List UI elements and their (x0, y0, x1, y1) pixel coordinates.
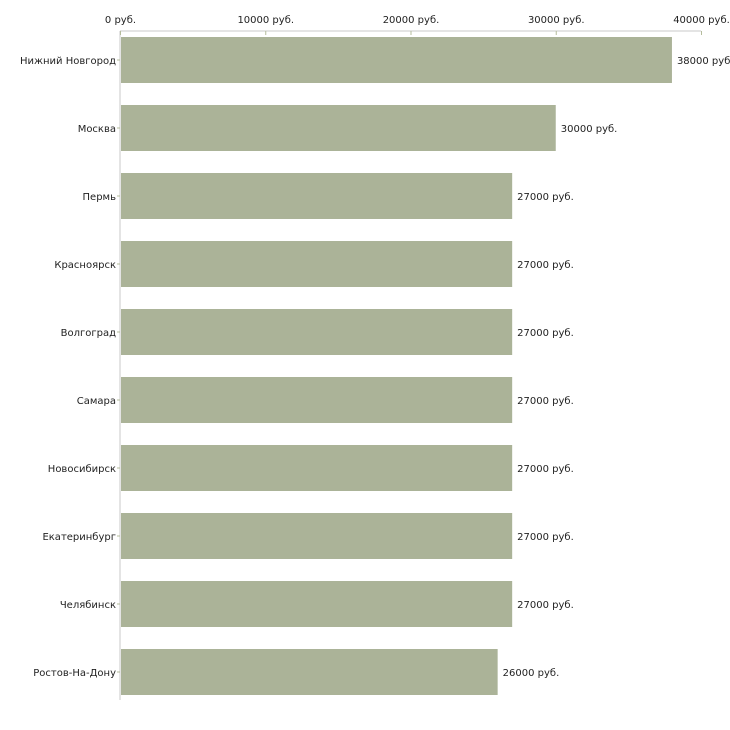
x-tick-label: 20000 руб. (383, 15, 440, 26)
category-label: Пермь (83, 192, 117, 203)
bar (121, 173, 513, 219)
bar (121, 513, 513, 559)
bar (121, 377, 513, 423)
category-label: Новосибирск (48, 464, 116, 475)
category-label: Екатеринбург (42, 532, 116, 543)
bar (121, 241, 513, 287)
category-label: Москва (78, 124, 116, 135)
bar (121, 649, 498, 695)
data-label: 27000 руб. (517, 396, 574, 407)
bar (121, 105, 556, 151)
bar (121, 309, 513, 355)
x-tick-label: 0 руб. (105, 15, 136, 26)
category-label: Волгоград (61, 328, 116, 339)
data-label: 27000 руб. (517, 600, 574, 611)
category-label: Ростов-На-Дону (33, 668, 116, 679)
bar (121, 581, 513, 627)
bar (121, 37, 672, 83)
data-label: 27000 руб. (517, 260, 574, 271)
data-label: 27000 руб. (517, 464, 574, 475)
data-label: 30000 руб. (561, 124, 618, 135)
data-label: 27000 руб. (517, 192, 574, 203)
category-label: Челябинск (60, 600, 116, 611)
x-tick-label: 40000 руб. (673, 15, 730, 26)
data-label: 27000 руб. (517, 532, 574, 543)
bar (121, 445, 513, 491)
x-tick-label: 30000 руб. (528, 15, 585, 26)
data-label: 27000 руб. (517, 328, 574, 339)
data-label: 26000 руб. (503, 668, 560, 679)
data-label: 38000 руб. (677, 56, 730, 67)
category-label: Нижний Новгород (20, 56, 116, 67)
category-label: Самара (77, 396, 116, 407)
x-tick-label: 10000 руб. (237, 15, 294, 26)
category-label: Красноярск (54, 260, 116, 271)
